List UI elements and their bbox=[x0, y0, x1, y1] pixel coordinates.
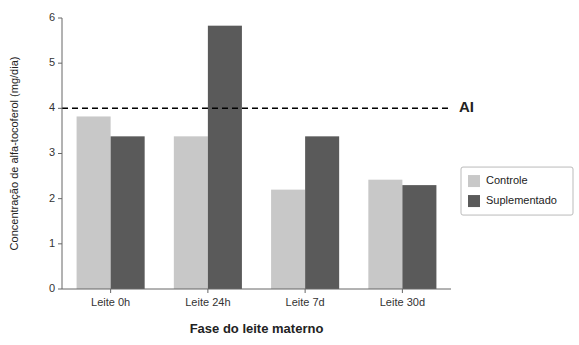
x-tick-label: Leite 30d bbox=[380, 296, 425, 308]
legend-swatch bbox=[468, 175, 480, 187]
y-tick bbox=[58, 63, 62, 64]
y-tick-label: 5 bbox=[49, 56, 55, 68]
y-tick bbox=[58, 108, 62, 109]
x-tick-label: Leite 24h bbox=[185, 296, 230, 308]
legend-label: Controle bbox=[486, 174, 528, 186]
y-tick-label: 0 bbox=[49, 282, 55, 294]
chart: AI 0 1 2 3 4 5 6 Leite 0h Leite 24h Leite 7d Leite … bbox=[0, 0, 579, 345]
bar bbox=[174, 136, 208, 289]
x-tick bbox=[207, 289, 208, 293]
x-tick bbox=[305, 289, 306, 293]
x-tick bbox=[402, 289, 403, 293]
y-axis-label: Concentração de alfa-tocoferol (mg/dia) bbox=[8, 57, 20, 251]
y-tick bbox=[58, 198, 62, 199]
bar bbox=[368, 180, 402, 289]
bar bbox=[208, 26, 242, 289]
bar bbox=[111, 136, 145, 289]
bar bbox=[77, 116, 111, 289]
legend-swatch bbox=[468, 195, 480, 207]
legend-label: Suplementado bbox=[486, 194, 557, 206]
bars bbox=[77, 26, 437, 289]
x-axis-label: Fase do leite materno bbox=[190, 321, 324, 336]
annotation-label: AI bbox=[459, 98, 474, 115]
y-tick bbox=[58, 289, 62, 290]
y-tick bbox=[58, 153, 62, 154]
y-tick-label: 4 bbox=[49, 101, 55, 113]
y-tick-label: 2 bbox=[49, 192, 55, 204]
x-tick-label: Leite 7d bbox=[286, 296, 325, 308]
reference-line bbox=[62, 108, 451, 110]
bar bbox=[402, 185, 436, 289]
y-tick bbox=[58, 18, 62, 19]
bar bbox=[271, 190, 305, 289]
legend: Controle Suplementado bbox=[461, 167, 573, 215]
x-tick-label: Leite 0h bbox=[91, 296, 130, 308]
legend-box bbox=[461, 167, 573, 215]
x-axis-line bbox=[62, 289, 451, 290]
y-tick bbox=[58, 243, 62, 244]
bar bbox=[305, 136, 339, 289]
y-tick-label: 6 bbox=[49, 11, 55, 23]
x-tick bbox=[110, 289, 111, 293]
y-tick-label: 1 bbox=[49, 237, 55, 249]
y-tick-label: 3 bbox=[49, 146, 55, 158]
